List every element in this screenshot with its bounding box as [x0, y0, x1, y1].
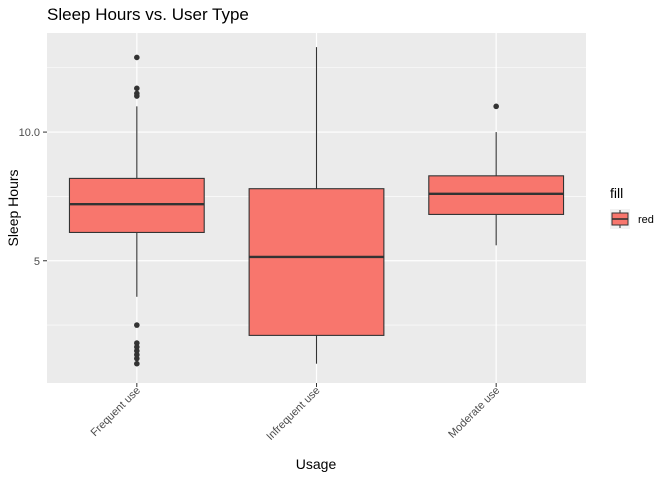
box-frequent-use: [68, 54, 205, 367]
outlier-point: [134, 355, 140, 362]
y-tick-label: 10.0: [19, 127, 40, 139]
box-iqr: [248, 188, 385, 336]
legend-title: fill: [610, 185, 623, 201]
boxes: [68, 47, 565, 367]
chart-title: Sleep Hours vs. User Type: [47, 5, 249, 24]
x-axis-label: Usage: [296, 456, 337, 472]
box-infrequent-use: [248, 47, 385, 364]
box-iqr: [68, 177, 205, 233]
y-axis: 510.0: [19, 127, 47, 268]
y-tick-label: 5: [34, 256, 40, 268]
outlier-point: [134, 322, 140, 328]
outlier-point: [134, 93, 140, 99]
outlier-point: [134, 360, 140, 367]
outlier-point: [134, 351, 140, 358]
outlier-point: [134, 344, 140, 350]
box-iqr: [428, 175, 565, 215]
outlier-point: [134, 85, 140, 92]
legend-entries: red: [610, 209, 654, 229]
legend: fill red: [610, 185, 654, 229]
outlier-point: [134, 340, 140, 346]
outlier-point: [134, 348, 140, 354]
x-tick-label: Infrequent use: [264, 385, 322, 443]
x-axis: Frequent use Infrequent use Moderate use: [89, 383, 502, 443]
outlier-point: [134, 54, 140, 61]
x-tick-label: Frequent use: [89, 385, 143, 439]
x-tick-label: Moderate use: [446, 385, 502, 441]
box-moderate-use: [428, 103, 565, 246]
outlier-point: [493, 103, 499, 110]
y-axis-label: Sleep Hours: [5, 169, 21, 246]
legend-label: red: [638, 214, 654, 226]
